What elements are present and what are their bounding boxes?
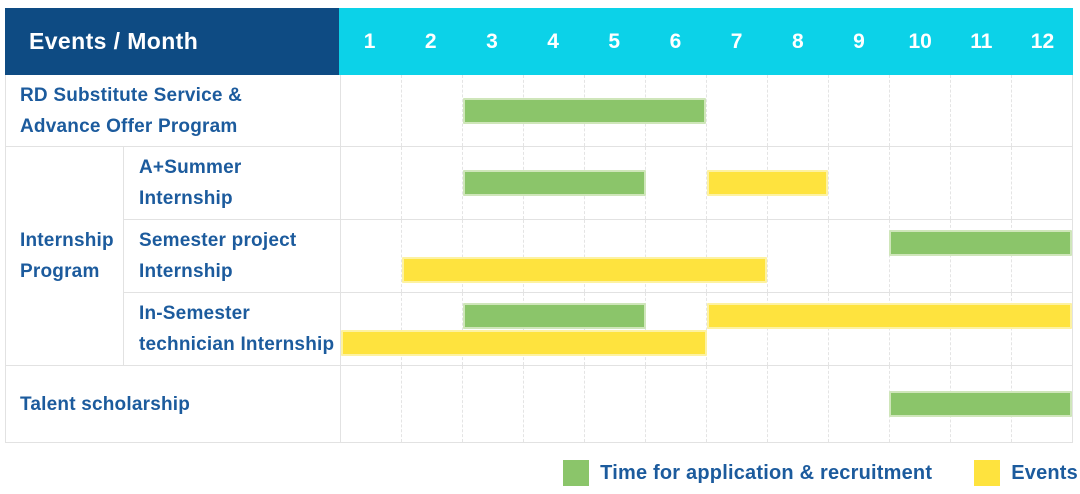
legend: Time for application & recruitment Event…: [563, 456, 1078, 490]
month-gridline-cell: [890, 75, 951, 146]
gantt-bar-events: [341, 330, 707, 356]
month-label: 12: [1030, 29, 1055, 53]
gantt-row-track: [340, 293, 1072, 366]
month-label: 6: [669, 29, 682, 53]
gantt-body: RD Substitute Service & Advance Offer Pro…: [5, 75, 1073, 443]
month-gridline-cell: [707, 366, 768, 442]
row-label: A+Summer Internship: [124, 147, 340, 220]
label-line: Internship: [139, 188, 233, 209]
month-gridline-cell: [707, 75, 768, 146]
label-line: Talent scholarship: [20, 393, 191, 415]
month-gridline-cell: [402, 75, 463, 146]
month-gridline-cell: [951, 75, 1012, 146]
label-line: RD Substitute Service &: [20, 84, 243, 106]
row-label: Talent scholarship: [6, 366, 340, 442]
month-gridline-cell: [646, 366, 707, 442]
month-gridline-cell: [402, 147, 463, 219]
label-line: In-Semester: [139, 303, 250, 324]
month-gridline-cell: [768, 220, 829, 292]
month-label: 7: [730, 29, 743, 53]
gantt-bar-recruitment: [462, 170, 646, 196]
label-line: A+Summer: [139, 157, 242, 178]
month-gridline-cell: [1012, 75, 1072, 146]
gantt-bar-recruitment: [462, 97, 707, 124]
month-gridline-cell: [1012, 147, 1072, 219]
legend-label-events: Events: [1011, 461, 1078, 484]
label-line: Program: [20, 261, 100, 282]
month-gridline-cell: [768, 366, 829, 442]
table-header-row: Events / Month 1 2 3 4 5 6 7 8 9 10 11 12: [5, 8, 1073, 75]
month-gridline-cell: [585, 366, 646, 442]
month-gridline-cell: [402, 366, 463, 442]
gantt-bar-recruitment: [462, 303, 646, 329]
month-gridline-cell: [829, 75, 890, 146]
row-label: In-Semester technician Internship: [124, 293, 340, 366]
month-gridline-cell: [463, 366, 524, 442]
label-line: Internship: [20, 230, 114, 251]
month-gridline-cell: [829, 366, 890, 442]
gantt-bar-events: [401, 257, 768, 283]
gantt-bar-recruitment: [889, 230, 1072, 256]
label-line: technician Internship: [139, 334, 335, 355]
legend-swatch-events-icon: [974, 460, 1001, 486]
month-gridline-cell: [951, 147, 1012, 219]
month-label: 1: [363, 29, 376, 53]
label-line: Advance Offer Program: [20, 115, 238, 137]
month-label: 9: [853, 29, 865, 53]
month-gridline-cell: [341, 366, 402, 442]
table-header-title: Events / Month: [5, 8, 339, 75]
legend-label-recruitment: Time for application & recruitment: [600, 461, 933, 484]
month-label: 11: [970, 29, 993, 53]
month-label: 10: [908, 29, 932, 53]
month-gridline-cell: [341, 75, 402, 146]
month-gridline-cell: [829, 147, 890, 219]
month-gridline-cell: [524, 366, 585, 442]
month-gridline-cell: [768, 75, 829, 146]
gantt-row-track: [340, 147, 1072, 220]
month-gridlines: [341, 75, 1072, 146]
month-gridline-cell: [341, 220, 402, 292]
month-gridline-cell: [646, 147, 707, 219]
month-label: 2: [424, 29, 437, 53]
month-label: 5: [608, 29, 621, 53]
gantt-row-track: [340, 366, 1072, 442]
group-label: Internship Program: [6, 147, 124, 366]
gantt-bar-recruitment: [889, 391, 1072, 417]
gantt-row-track: [340, 75, 1072, 147]
gantt-bar-events: [706, 170, 829, 196]
month-gridline-cell: [890, 147, 951, 219]
gantt-row-track: [340, 220, 1072, 293]
row-label: Semester project Internship: [124, 220, 340, 293]
row-label: RD Substitute Service & Advance Offer Pro…: [6, 75, 340, 147]
month-gridline-cell: [829, 220, 890, 292]
month-label: 8: [791, 29, 804, 53]
gantt-bar-events: [706, 303, 1072, 329]
gantt-table: Events / Month 1 2 3 4 5 6 7 8 9 10 11 12 RD Substi…: [5, 8, 1073, 443]
month-gridline-cell: [341, 147, 402, 219]
month-label: 4: [547, 29, 559, 53]
month-header-row: 1 2 3 4 5 6 7 8 9 10 11 12: [339, 8, 1073, 75]
label-line: Semester project: [139, 230, 297, 251]
legend-swatch-recruitment-icon: [563, 460, 590, 486]
label-line: Internship: [139, 261, 233, 282]
month-label: 3: [486, 29, 498, 53]
